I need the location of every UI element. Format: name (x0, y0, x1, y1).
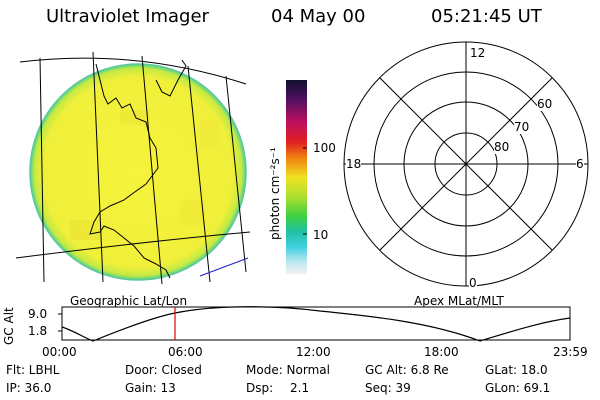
seq-status: Seq: 39 (365, 381, 411, 395)
mlt-label-18: 18 (346, 157, 362, 171)
xtick-2359: 23:59 (553, 345, 588, 359)
timeline-ylabel: GC Alt (2, 307, 16, 345)
dsp-value: 2.1 (290, 381, 310, 395)
time-label: 05:21:45 UT (431, 6, 542, 27)
color-bar (286, 80, 307, 274)
xtick-0000: 00:00 (42, 345, 77, 359)
mlt-label-12: 12 (470, 46, 486, 60)
coastline (89, 59, 187, 279)
xtick-0600: 06:00 (168, 345, 203, 359)
glat-status: GLat: 18.0 (485, 363, 548, 377)
colorbar-tick-100: 100 (313, 141, 336, 155)
timeline-ytick-bottom: 1.8 (28, 324, 48, 338)
mlt-label-6: 6 (576, 157, 584, 171)
limb-arc (199, 257, 249, 277)
dsp-label: Dsp: (246, 381, 274, 395)
date-label: 04 May 00 (271, 6, 366, 27)
geographic-grid (15, 51, 251, 285)
door-status: Door: Closed (125, 363, 202, 377)
app-title: Ultraviolet Imager (46, 6, 209, 27)
timeline-ytick-top: 9.0 (28, 307, 48, 321)
mlat-label-70: 70 (514, 120, 530, 134)
mode-status: Mode: Normal (246, 363, 330, 377)
altitude-curve (61, 306, 571, 342)
uv-disk (29, 63, 247, 281)
colorbar-tick-10: 10 (313, 228, 329, 242)
ip-status: IP: 36.0 (6, 381, 52, 395)
filter-status: Flt: LBHL (6, 363, 60, 377)
gain-status: Gain: 13 (125, 381, 176, 395)
xtick-1800: 18:00 (424, 345, 459, 359)
mlt-label-0: 0 (469, 276, 477, 290)
gc-alt-status: GC Alt: 6.8 Re (365, 363, 449, 377)
uv-texture (40, 80, 220, 240)
glon-status: GLon: 69.1 (485, 381, 551, 395)
mlat-label-60: 60 (537, 97, 553, 111)
right-caption: Apex MLat/MLT (414, 294, 504, 308)
mlat-label-80: 80 (494, 140, 510, 154)
left-caption: Geographic Lat/Lon (70, 294, 188, 308)
xtick-1200: 12:00 (296, 345, 331, 359)
